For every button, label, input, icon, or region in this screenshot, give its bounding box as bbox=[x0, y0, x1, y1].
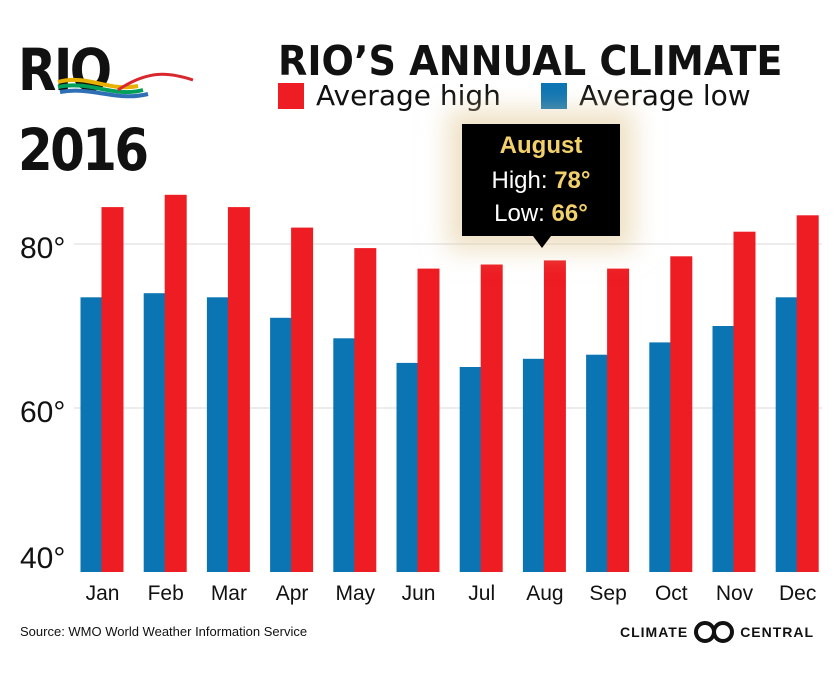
tooltip-low-value: 66° bbox=[551, 200, 588, 227]
bar-low bbox=[396, 362, 419, 572]
legend-high-label: Average high bbox=[316, 79, 501, 112]
bar-low bbox=[333, 338, 356, 572]
x-tick-label: Apr bbox=[276, 582, 309, 605]
bar-high bbox=[543, 260, 566, 572]
bar-high bbox=[670, 256, 693, 572]
rio-2016-logo: RIO 2016 bbox=[18, 30, 254, 184]
x-tick-label: Jul bbox=[468, 582, 495, 605]
bar-high bbox=[291, 227, 314, 572]
bar-low bbox=[143, 293, 166, 572]
x-tick-label: May bbox=[335, 582, 375, 605]
bar-high bbox=[607, 268, 630, 572]
tooltip-high-row: High: 78° bbox=[462, 164, 620, 197]
climate-central-logo: CLIMATE CENTRAL bbox=[620, 620, 814, 644]
legend-high-swatch bbox=[278, 83, 304, 109]
tooltip-high-value: 78° bbox=[554, 167, 591, 194]
bar-high bbox=[733, 231, 756, 572]
bar-high bbox=[417, 268, 440, 572]
bar-low bbox=[775, 297, 798, 572]
bar-low bbox=[270, 317, 293, 572]
chart-title: RIO’S ANNUAL CLIMATE bbox=[278, 37, 783, 85]
legend: Average high Average low bbox=[278, 80, 791, 112]
x-tick-label: Dec bbox=[779, 582, 816, 605]
olympic-ribbon-icon bbox=[57, 72, 194, 99]
legend-low-label: Average low bbox=[578, 79, 751, 112]
linked-circles-icon bbox=[694, 621, 735, 643]
bar-high bbox=[164, 194, 187, 573]
source-note: Source: WMO World Weather Information Se… bbox=[20, 624, 308, 639]
tooltip-low-label: Low: bbox=[494, 200, 545, 227]
x-tick-label: Jan bbox=[86, 582, 120, 605]
x-tick-label: Oct bbox=[655, 582, 688, 605]
bar-high bbox=[227, 207, 250, 572]
bar-low bbox=[522, 358, 545, 572]
x-tick-label: Jun bbox=[402, 582, 436, 605]
legend-low-swatch bbox=[540, 83, 567, 109]
bar-low bbox=[459, 367, 482, 572]
bar-high bbox=[796, 215, 819, 573]
bar-low bbox=[80, 297, 103, 572]
brand-right-text: CENTRAL bbox=[740, 624, 815, 640]
august-tooltip: August High: 78° Low: 66° bbox=[462, 124, 620, 248]
x-tick-label: Mar bbox=[211, 582, 247, 605]
bar-low bbox=[712, 326, 735, 572]
y-tick-label: 80° bbox=[20, 232, 65, 265]
x-tick-label: Sep bbox=[589, 582, 626, 605]
x-tick-label: Feb bbox=[148, 582, 184, 605]
brand-left-text: CLIMATE bbox=[620, 624, 689, 640]
tooltip-title: August bbox=[499, 132, 583, 159]
bar-low bbox=[206, 297, 229, 572]
bar-high bbox=[354, 248, 377, 572]
x-tick-label: Nov bbox=[716, 582, 754, 605]
bar-low bbox=[649, 342, 672, 572]
y-tick-label: 40° bbox=[20, 542, 65, 575]
tooltip-high-label: High: bbox=[491, 167, 548, 194]
bar-high bbox=[480, 264, 503, 572]
tooltip-low-row: Low: 66° bbox=[462, 197, 620, 230]
x-tick-label: Aug bbox=[526, 582, 563, 605]
bar-high bbox=[101, 207, 124, 572]
y-tick-label: 60° bbox=[20, 396, 65, 429]
bar-low bbox=[586, 354, 609, 572]
